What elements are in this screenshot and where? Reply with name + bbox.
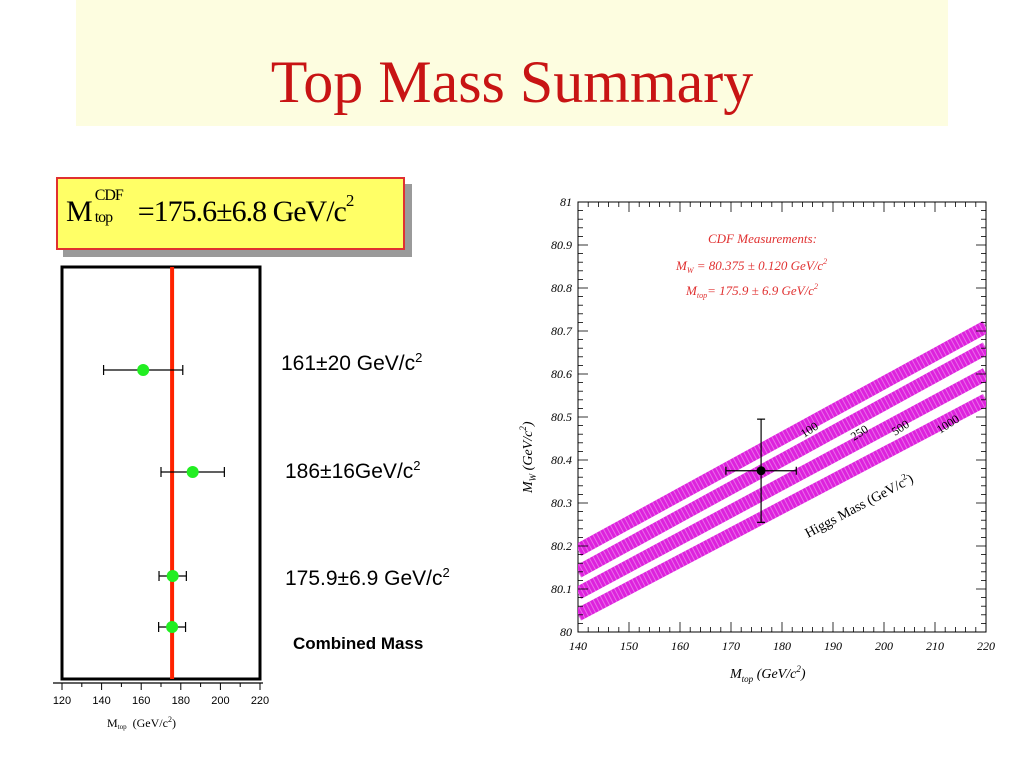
left-x-tick-label: 140 — [92, 695, 110, 707]
left-axis-label: Mtop (GeV/c2) — [107, 715, 176, 731]
higgs-band-hatch — [578, 320, 986, 557]
right-y-tick-label: 80.4 — [551, 453, 572, 467]
right-x-tick-label: 160 — [671, 639, 689, 653]
higgs-band — [578, 342, 986, 578]
title-band — [76, 0, 948, 126]
measurement-point — [186, 466, 199, 478]
top-mass-measurements-chart: 120 140 160 180 200 220 Mtop (GeV/c2) — [53, 265, 269, 731]
left-x-tick-label: 220 — [251, 695, 269, 707]
right-y-tick-label: 81 — [560, 195, 572, 209]
right-x-tick-label: 170 — [722, 639, 740, 653]
cdf-legend: CDF Measurements: MW = 80.375 ± 0.120 Ge… — [675, 231, 827, 300]
legend-mw: MW = 80.375 ± 0.120 GeV/c2 — [675, 257, 827, 275]
right-x-tick-label: 190 — [824, 639, 842, 653]
right-x-tick-label: 180 — [773, 639, 791, 653]
formula-symbol: M — [66, 195, 93, 228]
measurement-label-1: 161±20 GeV/c2 — [281, 350, 423, 375]
right-x-tick-label: 200 — [875, 639, 893, 653]
higgs-band — [578, 320, 986, 557]
x-axis-label: Mtop (GeV/c2) — [729, 664, 806, 684]
formula-exponent: 2 — [345, 191, 354, 210]
right-x-tick-label: 140 — [569, 639, 587, 653]
right-x-tick-label: 150 — [620, 639, 638, 653]
mw-vs-mtop-chart: 140 150 160 170 180 190 200 210 220 80 80.1 80.2 80.… — [518, 195, 995, 684]
combined-mass-formula: M CDF top =175.6±6.8 GeV/c2 — [56, 177, 405, 250]
legend-title: CDF Measurements: — [708, 231, 817, 246]
measurement-label-2: 186±16GeV/c2 — [285, 458, 421, 483]
formula-subscript: top — [94, 209, 113, 226]
right-y-tick-label: 80 — [560, 625, 572, 639]
right-y-tick-label: 80.5 — [551, 410, 572, 424]
right-y-tick-label: 80.8 — [551, 281, 572, 295]
right-y-tick-label: 80.6 — [551, 367, 572, 381]
right-y-tick-label: 80.2 — [551, 539, 572, 553]
measurement-point — [166, 621, 179, 633]
left-x-tick-label: 180 — [172, 695, 190, 707]
formula-superscript: CDF — [94, 187, 124, 204]
right-y-tick-label: 80.9 — [551, 238, 572, 252]
higgs-band-hatch — [578, 342, 986, 578]
legend-mtop: Mtop= 175.9 ± 6.9 GeV/c2 — [685, 282, 818, 300]
higgs-band — [578, 394, 986, 621]
right-x-tick-label: 220 — [977, 639, 995, 653]
right-x-tick-label: 210 — [926, 639, 944, 653]
higgs-band-hatch — [578, 394, 986, 621]
right-y-tick-label: 80.3 — [551, 496, 572, 510]
right-y-tick-label: 80.1 — [551, 582, 572, 596]
left-x-tick-label: 160 — [132, 695, 150, 707]
higgs-band — [578, 368, 986, 600]
left-x-tick-label: 200 — [211, 695, 229, 707]
left-x-tick-label: 120 — [53, 695, 71, 707]
cdf-measurement-point — [756, 466, 766, 476]
measurement-point — [166, 570, 179, 582]
right-y-tick-label: 80.7 — [551, 324, 573, 338]
y-axis-label: MW (GeV/c2) — [518, 421, 538, 494]
measurement-point — [137, 364, 150, 376]
combined-mass-label: Combined Mass — [293, 634, 424, 653]
formula-expression: =175.6±6.8 GeV/c — [137, 195, 347, 228]
page-title: Top Mass Summary — [270, 49, 754, 115]
measurement-label-3: 175.9±6.9 GeV/c2 — [285, 565, 450, 590]
